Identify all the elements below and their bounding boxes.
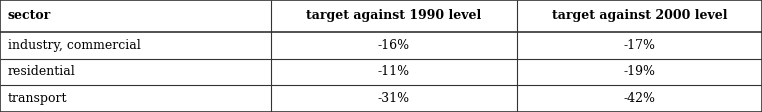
Text: -16%: -16%: [377, 39, 410, 52]
Text: sector: sector: [8, 9, 51, 23]
Bar: [271, 59, 517, 85]
Text: -31%: -31%: [377, 92, 410, 105]
Text: -11%: -11%: [377, 65, 410, 79]
Text: transport: transport: [8, 92, 67, 105]
Text: industry, commercial: industry, commercial: [8, 39, 140, 52]
Bar: [517, 85, 762, 112]
Bar: [517, 59, 762, 85]
Bar: [271, 85, 517, 112]
Bar: [0, 32, 271, 59]
Bar: [271, 32, 517, 59]
Text: -19%: -19%: [623, 65, 655, 79]
Bar: [517, 32, 762, 59]
Text: target against 1990 level: target against 1990 level: [306, 9, 481, 23]
Bar: [517, 0, 762, 32]
Bar: [271, 0, 517, 32]
Bar: [0, 59, 271, 85]
Bar: [0, 0, 271, 32]
Text: target against 2000 level: target against 2000 level: [552, 9, 727, 23]
Text: -17%: -17%: [623, 39, 655, 52]
Bar: [0, 85, 271, 112]
Text: -42%: -42%: [623, 92, 655, 105]
Text: residential: residential: [8, 65, 75, 79]
